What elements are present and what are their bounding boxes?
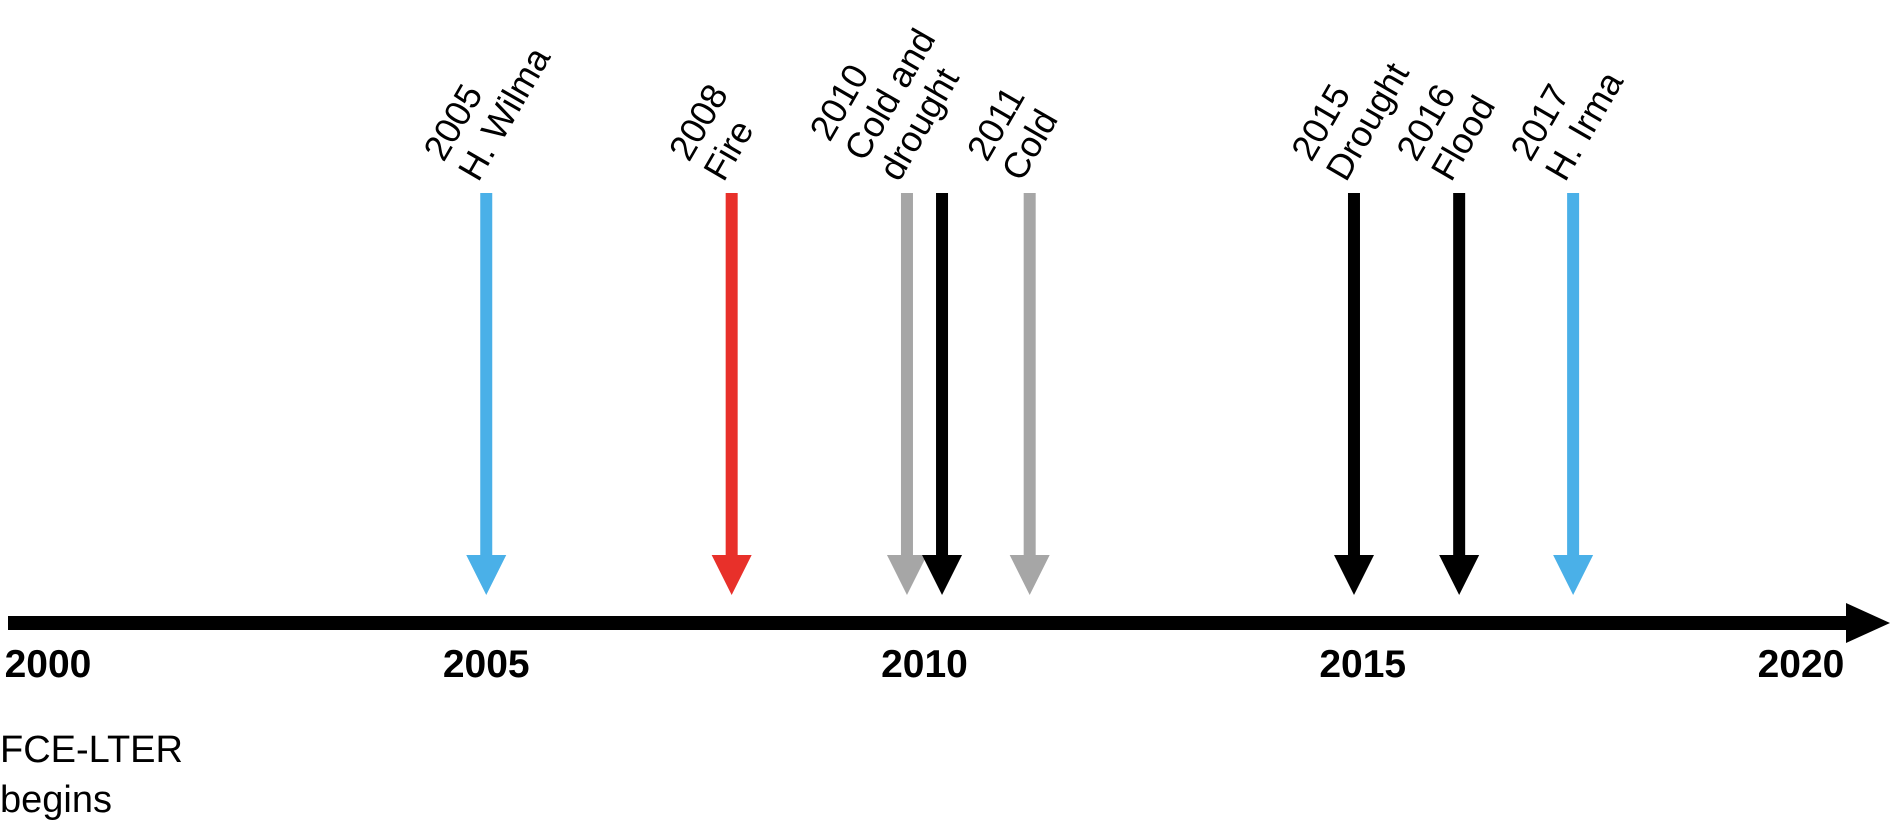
event-arrow-head	[922, 555, 963, 595]
event-arrow-shaft	[1023, 193, 1036, 557]
event-label-1: 2008Fire	[660, 77, 770, 187]
event-label-7: 2017H. Irma	[1502, 43, 1632, 187]
event-arrow-1: 2008Fire	[660, 77, 770, 595]
event-arrow-shaft	[480, 193, 493, 557]
event-arrow-head	[1009, 555, 1050, 595]
fce-lter-note: FCE-LTER begins	[0, 725, 183, 825]
tick-label-2015: 2015	[1319, 643, 1406, 686]
event-arrow-shaft	[936, 193, 949, 557]
event-arrow-2: 2010Cold anddrought	[801, 2, 978, 595]
event-arrow-head	[466, 555, 507, 595]
event-arrow-6: 2016Flood	[1388, 77, 1503, 595]
event-arrow-shaft	[900, 193, 913, 557]
event-arrow-shaft	[1453, 193, 1466, 557]
tick-label-2000: 2000	[5, 643, 92, 686]
note-line-2: begins	[0, 779, 112, 821]
event-label-4: 2011Cold	[958, 79, 1067, 187]
event-arrow-head	[1333, 555, 1374, 595]
tick-label-2010: 2010	[881, 643, 968, 686]
event-arrow-head	[711, 555, 752, 595]
event-arrow-shaft	[1567, 193, 1580, 557]
event-label-0: 2005H. Wilma	[415, 19, 559, 187]
event-arrow-shaft	[1347, 193, 1360, 557]
event-arrow-head	[886, 555, 927, 595]
event-arrow-4: 2011Cold	[958, 79, 1067, 595]
event-arrow-head	[1439, 555, 1480, 595]
event-arrow-3	[922, 193, 963, 595]
event-arrow-7: 2017H. Irma	[1502, 43, 1632, 595]
event-label-5: 2015Drought	[1283, 36, 1417, 187]
event-arrow-shaft	[725, 193, 738, 557]
tick-label-2020: 2020	[1758, 643, 1845, 686]
axis-arrowhead	[1846, 603, 1890, 643]
event-label-2: 2010Cold anddrought	[801, 2, 978, 187]
tick-label-2005: 2005	[443, 643, 530, 686]
event-arrow-5: 2015Drought	[1283, 36, 1417, 595]
timeline-axis	[8, 603, 1890, 643]
year-tick-labels: 2000 2005 2010 2015 2020	[5, 643, 1845, 686]
note-line-1: FCE-LTER	[0, 729, 183, 771]
event-arrow-0: 2005H. Wilma	[415, 19, 559, 595]
event-arrow-head	[1553, 555, 1594, 595]
